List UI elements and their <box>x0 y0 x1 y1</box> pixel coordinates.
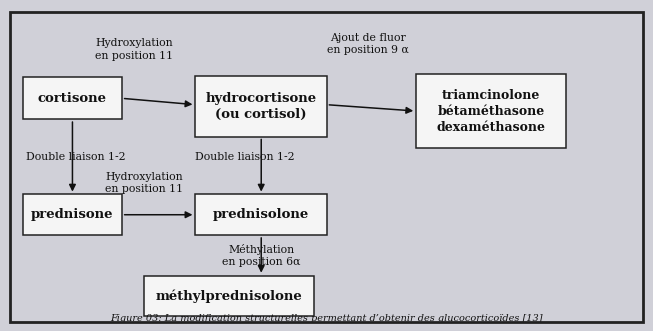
Text: Méthylation
en position 6α: Méthylation en position 6α <box>222 244 300 267</box>
FancyBboxPatch shape <box>416 74 566 148</box>
Text: Double liaison 1-2: Double liaison 1-2 <box>195 152 295 162</box>
FancyBboxPatch shape <box>195 194 326 235</box>
Text: Double liaison 1-2: Double liaison 1-2 <box>25 152 125 162</box>
Text: Hydroxylation
en position 11: Hydroxylation en position 11 <box>105 172 183 194</box>
Text: prednisone: prednisone <box>31 208 114 221</box>
Text: triamcinolone
bétaméthasone
dexaméthasone: triamcinolone bétaméthasone dexaméthason… <box>437 89 546 134</box>
FancyBboxPatch shape <box>22 77 121 119</box>
Text: Figure 03: La modification structurelles permettant d’obtenir des glucocorticoïd: Figure 03: La modification structurelles… <box>110 314 543 323</box>
FancyBboxPatch shape <box>195 76 326 136</box>
Text: Ajout de fluor
en position 9 α: Ajout de fluor en position 9 α <box>327 33 409 55</box>
Text: hydrocortisone
(ou cortisol): hydrocortisone (ou cortisol) <box>205 92 317 120</box>
Text: Hydroxylation
en position 11: Hydroxylation en position 11 <box>95 38 174 61</box>
FancyBboxPatch shape <box>22 194 121 235</box>
Text: prednisolone: prednisolone <box>213 208 309 221</box>
FancyBboxPatch shape <box>144 275 313 316</box>
Text: méthylprednisolone: méthylprednisolone <box>155 289 302 303</box>
Text: cortisone: cortisone <box>38 92 106 105</box>
